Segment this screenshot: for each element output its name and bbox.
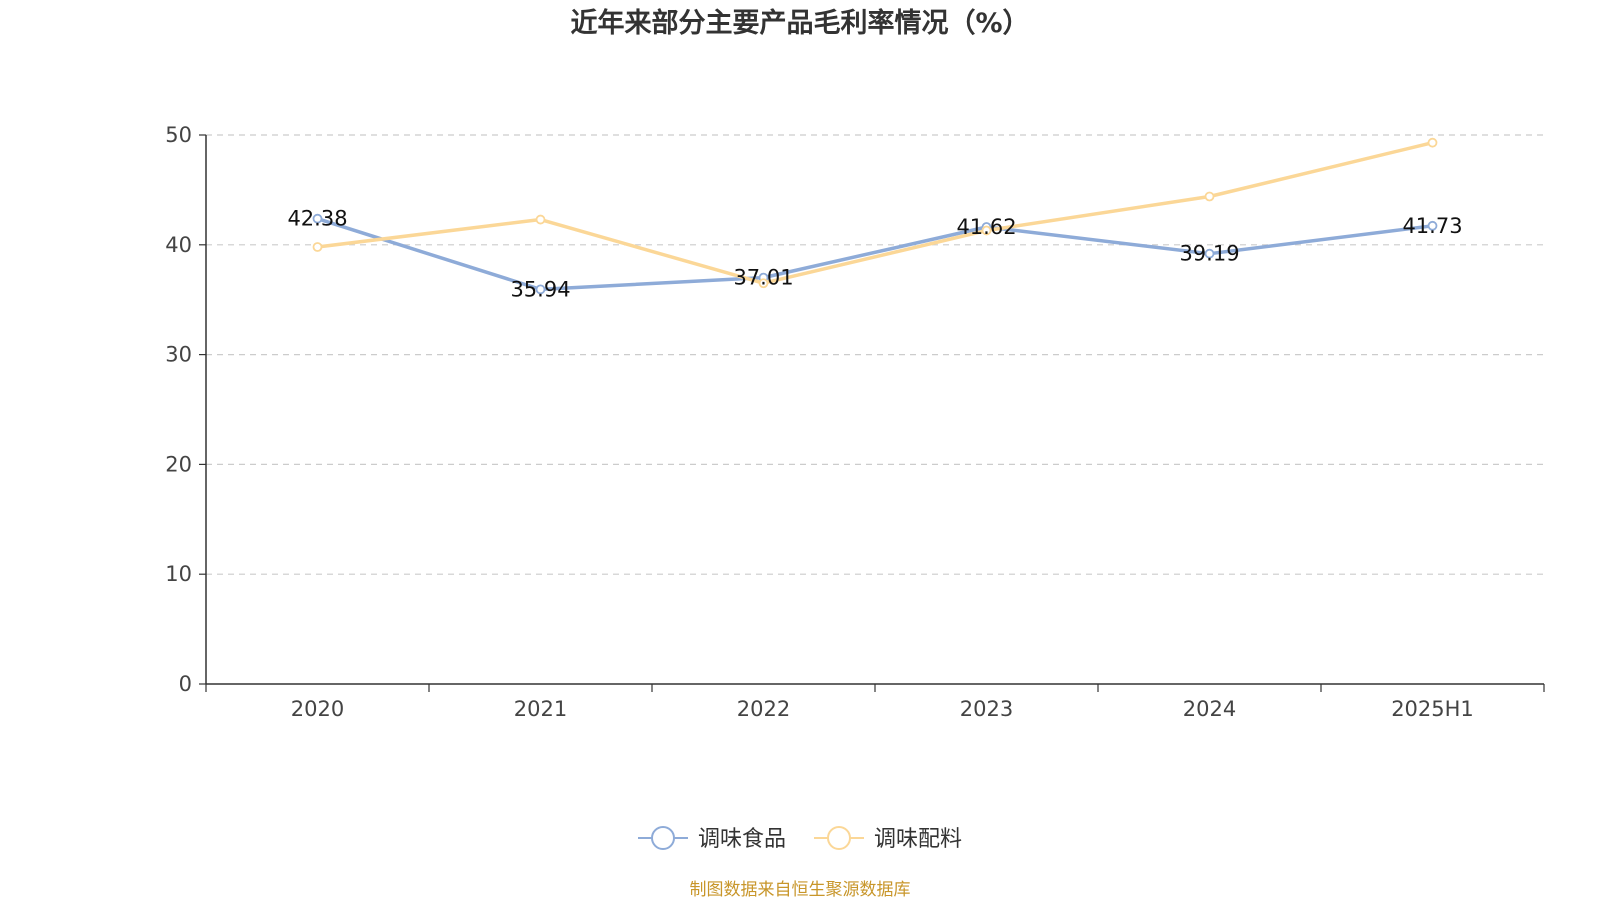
legend-item-1[interactable]: 调味配料: [814, 826, 962, 852]
legend-label: 调味配料: [874, 827, 962, 852]
data-label: 35.94: [510, 277, 570, 301]
data-label: 37.01: [733, 266, 793, 290]
axes: 0 10 20 30 40 50 2020 2021 2022 2023 2024 2025H1: [165, 123, 1545, 721]
y-tick-label: 50: [165, 123, 192, 147]
data-point[interactable]: [312, 242, 323, 252]
data-point[interactable]: [535, 214, 546, 225]
data-point[interactable]: [535, 284, 546, 295]
data-point[interactable]: [981, 225, 992, 236]
legend: 调味食品 调味配料: [638, 826, 962, 852]
data-label: 39.19: [1179, 242, 1239, 266]
data-point[interactable]: [758, 278, 769, 289]
legend-label: 调味食品: [698, 827, 786, 852]
data-point[interactable]: [312, 213, 323, 224]
chart-title: 近年来部分主要产品毛利率情况（%）: [570, 7, 1029, 39]
x-tick-label: 2024: [1183, 697, 1236, 721]
data-point[interactable]: [1427, 220, 1438, 231]
data-point[interactable]: [1204, 191, 1215, 202]
data-label: 41.73: [1402, 214, 1462, 238]
y-tick-label: 10: [165, 562, 192, 586]
data-label: 42.38: [287, 207, 347, 231]
x-tick-label: 2021: [514, 697, 567, 721]
y-tick-label: 0: [179, 672, 192, 696]
series-lines: [312, 137, 1438, 295]
legend-marker: [651, 826, 675, 850]
y-tick-label: 40: [165, 233, 192, 257]
x-tick-label: 2023: [960, 697, 1013, 721]
data-label: 41.62: [956, 215, 1016, 239]
data-point[interactable]: [1427, 137, 1438, 148]
grid-lines: [206, 134, 1544, 575]
legend-item-0[interactable]: 调味食品: [638, 826, 786, 852]
data-labels: 42.38 35.94 37.01 41.62 39.19 41.73: [287, 207, 1462, 302]
source-note: 制图数据来自恒生聚源数据库: [690, 880, 911, 900]
x-tick-label: 2025H1: [1391, 697, 1474, 721]
x-tick-label: 2020: [291, 697, 344, 721]
x-tick-label: 2022: [737, 697, 790, 721]
legend-marker: [827, 826, 851, 850]
series-line-1: [315, 140, 1435, 285]
series-line-0: [315, 216, 1435, 292]
data-point[interactable]: [1204, 248, 1215, 259]
y-tick-label: 20: [165, 452, 192, 476]
y-tick-label: 30: [165, 343, 192, 367]
